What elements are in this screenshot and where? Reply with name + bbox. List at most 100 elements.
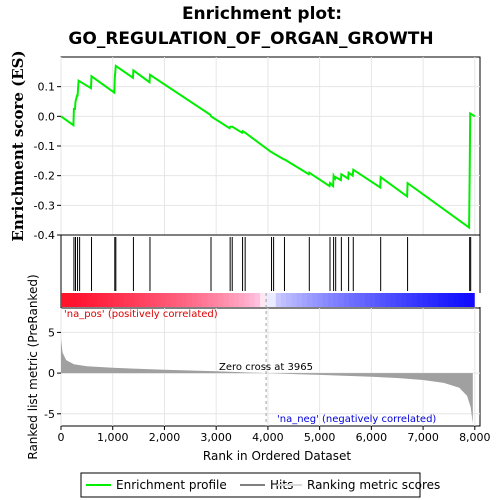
- rank-color-segment: [359, 293, 366, 307]
- rank-color-segment: [301, 293, 308, 307]
- xtick-label: 5,000: [304, 431, 336, 444]
- rank-color-segment: [181, 293, 188, 307]
- xtick-label: 8,000: [459, 431, 491, 444]
- xtick-label: 3,000: [200, 431, 232, 444]
- positive-correlation-label: 'na_pos' (positively correlated): [64, 309, 218, 320]
- rank-color-segment: [464, 293, 471, 307]
- rank-color-segment: [118, 293, 125, 307]
- rank-color-segment: [265, 293, 272, 307]
- rank-color-segment: [270, 293, 277, 307]
- rank-color-segment: [197, 293, 204, 307]
- rank-color-segment: [228, 293, 235, 307]
- rank-color-segment: [61, 293, 67, 307]
- rank-color-segment: [411, 293, 418, 307]
- rank-color-segment: [328, 293, 334, 307]
- es-ytick-label: 0.0: [38, 110, 56, 123]
- metric-y-axis-ticks: 5 0 -5: [44, 326, 61, 421]
- rank-color-segment: [448, 293, 455, 307]
- metric-y-axis-label: Ranked list metric (PreRanked): [26, 274, 40, 459]
- enrichment-profile-line: [60, 64, 476, 230]
- rank-color-segment: [207, 293, 214, 307]
- rank-color-segment: [343, 293, 350, 307]
- rank-color-segment: [286, 293, 293, 307]
- rank-color-segment: [249, 293, 256, 307]
- rank-color-segment: [76, 293, 83, 307]
- rank-color-segment: [322, 293, 329, 307]
- rank-color-segment: [453, 293, 460, 307]
- es-y-axis-label: Enrichment score (ES): [9, 50, 27, 241]
- rank-color-segment: [71, 293, 78, 307]
- rank-color-segment: [291, 293, 298, 307]
- zero-cross-label: Zero cross at 3965: [219, 362, 313, 373]
- rank-color-segment: [307, 293, 313, 307]
- rank-color-segment: [66, 293, 73, 307]
- xtick-label: 2,000: [149, 431, 181, 444]
- rank-color-segment: [165, 293, 172, 307]
- rank-color-bar: [61, 293, 481, 307]
- metric-ytick-label: 0: [48, 367, 55, 380]
- legend-ranking-metric-label: Ranking metric scores: [307, 478, 440, 492]
- rank-color-segment: [432, 293, 439, 307]
- rank-color-segment: [338, 293, 345, 307]
- rank-color-segment: [370, 293, 376, 307]
- rank-color-segment: [443, 293, 450, 307]
- rank-color-segment: [212, 293, 219, 307]
- rank-color-segment: [134, 293, 141, 307]
- rank-color-segment: [202, 293, 209, 307]
- rank-color-segment: [97, 293, 104, 307]
- xtick-label: 4,000: [252, 431, 284, 444]
- hits-markers: [73, 237, 472, 291]
- metric-ytick-label: 5: [48, 326, 55, 339]
- es-y-axis-ticks: 0.1 0.0 -0.1 -0.2 -0.3 -0.4: [34, 81, 61, 242]
- rank-color-segment: [108, 293, 114, 307]
- rank-color-segment: [218, 293, 224, 307]
- rank-color-segment: [260, 293, 266, 307]
- rank-color-segment: [317, 293, 324, 307]
- rank-color-segment: [333, 293, 340, 307]
- rank-color-segment: [170, 293, 177, 307]
- rank-color-segment: [191, 293, 198, 307]
- rank-color-segment: [92, 293, 99, 307]
- rank-color-segment: [176, 293, 183, 307]
- chart-title-line1: Enrichment plot:: [182, 4, 342, 24]
- rank-color-segment: [239, 293, 245, 307]
- rank-color-segment: [312, 293, 319, 307]
- rank-color-segment: [87, 293, 94, 307]
- metric-ytick-label: -5: [44, 408, 55, 421]
- xtick-label: 7,000: [407, 431, 439, 444]
- rank-color-segment: [129, 293, 135, 307]
- rank-color-segment: [223, 293, 230, 307]
- rank-color-segment: [438, 293, 444, 307]
- es-ytick-label: 0.1: [38, 81, 56, 94]
- rank-color-segment: [474, 293, 481, 307]
- rank-color-segment: [385, 293, 392, 307]
- xtick-label: 6,000: [356, 431, 388, 444]
- rank-color-segment: [354, 293, 361, 307]
- xtick-label: 0: [58, 431, 65, 444]
- rank-color-segment: [186, 293, 193, 307]
- rank-color-segment: [427, 293, 434, 307]
- rank-color-segment: [406, 293, 413, 307]
- rank-color-segment: [275, 293, 282, 307]
- rank-color-segment: [349, 293, 355, 307]
- x-axis-label: Rank in Ordered Dataset: [203, 449, 351, 463]
- rank-color-segment: [81, 293, 88, 307]
- rank-color-segment: [375, 293, 382, 307]
- rank-color-segment: [244, 293, 251, 307]
- rank-color-segment: [150, 293, 156, 307]
- rank-color-segment: [280, 293, 287, 307]
- metric-plot-area: [60, 307, 481, 427]
- rank-color-segment: [139, 293, 146, 307]
- chart-title-line2: GO_REGULATION_OF_ORGAN_GROWTH: [68, 29, 433, 49]
- es-ytick-label: -0.4: [34, 229, 55, 242]
- rank-color-segment: [469, 293, 476, 307]
- rank-color-segment: [396, 293, 403, 307]
- rank-color-segment: [296, 293, 303, 307]
- rank-color-segment: [144, 293, 151, 307]
- es-ytick-label: -0.3: [34, 199, 55, 212]
- rank-color-segment: [123, 293, 130, 307]
- es-ytick-label: -0.2: [34, 170, 55, 183]
- es-ytick-label: -0.1: [34, 140, 55, 153]
- rank-color-segment: [254, 293, 261, 307]
- rank-color-segment: [422, 293, 429, 307]
